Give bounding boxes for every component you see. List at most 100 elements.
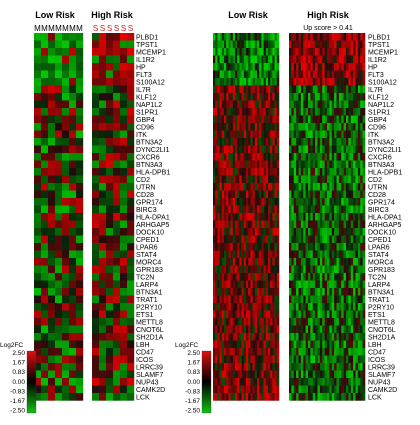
heatmap-cell xyxy=(263,235,267,244)
gene-label: LARP4 xyxy=(368,282,390,289)
heatmap-cell xyxy=(303,273,306,281)
heatmap-cell xyxy=(232,63,236,71)
heatmap-cell xyxy=(303,78,306,86)
heatmap-cell xyxy=(276,228,280,236)
heatmap-cell xyxy=(331,393,335,401)
heatmap-cell xyxy=(246,70,249,79)
heatmap-cell xyxy=(92,40,100,49)
heatmap-cell xyxy=(274,183,278,191)
heatmap-cell xyxy=(106,363,114,371)
heatmap-cell xyxy=(331,348,335,356)
heatmap-cell xyxy=(213,130,216,139)
heatmap-cell xyxy=(293,198,297,206)
heatmap-cell xyxy=(360,160,363,169)
heatmap-cell xyxy=(334,235,337,244)
heatmap-cell xyxy=(48,333,56,341)
heatmap-cell xyxy=(276,55,280,64)
heatmap-cell xyxy=(263,33,267,41)
heatmap-cell xyxy=(213,288,216,296)
heatmap-cell xyxy=(254,385,258,394)
heatmap-cell xyxy=(263,198,267,206)
heatmap-cell xyxy=(296,265,299,274)
heatmap-cell xyxy=(312,130,316,139)
heatmap-cell xyxy=(55,130,63,139)
heatmap-cell xyxy=(355,325,359,334)
heatmap-cell xyxy=(99,190,107,199)
heatmap-cell xyxy=(355,363,359,371)
heatmap-cell xyxy=(331,370,335,379)
heatmap-cell xyxy=(99,63,107,71)
heatmap-cell xyxy=(263,273,267,281)
heatmap-cell xyxy=(274,348,278,356)
heatmap-cell xyxy=(219,235,223,244)
heatmap-cell xyxy=(346,258,349,266)
heatmap-cell xyxy=(362,250,366,259)
heatmap-cell xyxy=(55,63,63,71)
heatmap-cell xyxy=(246,108,249,116)
heatmap-cell xyxy=(92,235,100,244)
heatmap-cell xyxy=(254,205,258,214)
heatmap-cell xyxy=(319,340,323,349)
heatmap-cell xyxy=(243,228,247,236)
heatmap-cell xyxy=(263,303,267,311)
heatmap-cell xyxy=(259,348,262,356)
heatmap-cell xyxy=(346,325,349,334)
heatmap-cell xyxy=(62,78,70,86)
heatmap-cell xyxy=(34,153,42,161)
heatmap-cell xyxy=(300,393,304,401)
heatmap-cell xyxy=(348,78,352,86)
gene-label: MCEMP1 xyxy=(136,49,166,56)
heatmap-cell xyxy=(336,130,340,139)
heatmap-cell xyxy=(41,183,49,191)
left-heatmap xyxy=(34,33,135,401)
heatmap-cell xyxy=(319,280,323,289)
heatmap-cell xyxy=(226,310,229,319)
heatmap-cell xyxy=(257,145,260,154)
heatmap-cell xyxy=(246,250,249,259)
heatmap-cell xyxy=(322,303,325,311)
heatmap-cell xyxy=(55,303,63,311)
heatmap-cell xyxy=(317,93,321,101)
heatmap-cell xyxy=(268,295,271,304)
heatmap-cell xyxy=(268,160,271,169)
heatmap-cell xyxy=(120,123,128,131)
heatmap-cell xyxy=(343,220,347,229)
heatmap-cell xyxy=(69,85,77,94)
heatmap-cell xyxy=(257,108,260,116)
gene-label: UTRN xyxy=(136,184,155,191)
heatmap-cell xyxy=(308,303,311,311)
heatmap-cell xyxy=(274,160,278,169)
heatmap-cell xyxy=(252,183,256,191)
heatmap-cell xyxy=(300,370,304,379)
heatmap-cell xyxy=(250,318,253,326)
heatmap-cell xyxy=(298,138,302,146)
gene-label: PLBD1 xyxy=(136,34,158,41)
heatmap-cell xyxy=(312,145,316,154)
heatmap-cell xyxy=(334,220,337,229)
heatmap-cell xyxy=(317,63,321,71)
heatmap-cell xyxy=(241,183,245,191)
heatmap-cell xyxy=(350,378,354,386)
heatmap-cell xyxy=(243,243,247,251)
heatmap-cell xyxy=(224,198,227,206)
heatmap-cell xyxy=(357,198,361,206)
heatmap-cell xyxy=(263,205,267,214)
heatmap-cell xyxy=(230,370,234,379)
heatmap-cell xyxy=(346,153,349,161)
heatmap-cell xyxy=(317,318,321,326)
heatmap-cell xyxy=(113,303,121,311)
heatmap-cell xyxy=(291,325,295,334)
heatmap-cell xyxy=(246,175,249,184)
heatmap-cell xyxy=(319,175,323,184)
heatmap-cell xyxy=(298,198,302,206)
heatmap-cell xyxy=(252,40,256,49)
heatmap-cell xyxy=(55,205,63,214)
heatmap-cell xyxy=(265,265,269,274)
heatmap-cell xyxy=(355,183,359,191)
left-gene-labels: PLBD1TPST1MCEMP1IL1R2HPFLT3S100A12IL7RKL… xyxy=(136,34,170,401)
heatmap-cell xyxy=(55,355,63,364)
heatmap-cell xyxy=(257,93,260,101)
heatmap-cell xyxy=(319,370,323,379)
heatmap-cell xyxy=(327,70,330,79)
heatmap-cell xyxy=(213,70,216,79)
